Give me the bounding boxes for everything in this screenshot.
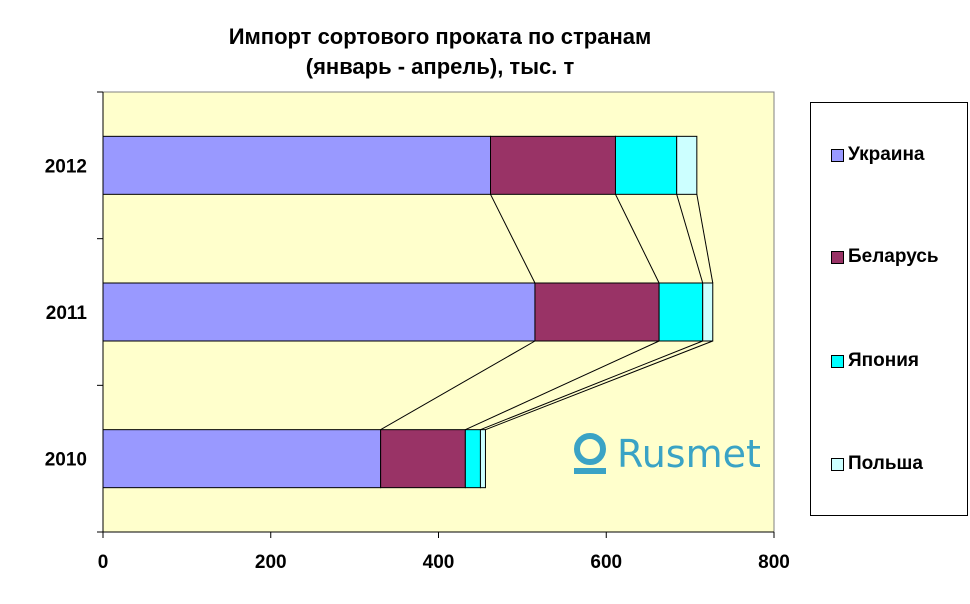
rusmet-logo-icon bbox=[571, 432, 609, 476]
legend-item: Польша bbox=[831, 453, 923, 475]
series-line bbox=[465, 340, 660, 431]
rusmet-watermark: Rusmet bbox=[571, 432, 761, 476]
bar-segment bbox=[490, 135, 616, 195]
bar-segment bbox=[102, 282, 536, 342]
x-tick-label: 600 bbox=[590, 552, 622, 573]
legend-label: Польша bbox=[848, 453, 923, 474]
y-tick-label: 2010 bbox=[45, 450, 87, 471]
bar-segment bbox=[702, 282, 714, 342]
legend-label: Япония bbox=[848, 350, 919, 371]
bar-segment bbox=[380, 429, 466, 489]
x-tick-label: 800 bbox=[758, 552, 790, 573]
series-line bbox=[490, 194, 536, 284]
legend-item: Беларусь bbox=[831, 246, 939, 268]
series-line bbox=[485, 340, 713, 431]
bar-segment bbox=[479, 429, 486, 489]
bar-segment bbox=[534, 282, 660, 342]
watermark-text: Rusmet bbox=[617, 432, 761, 476]
x-tick-label: 200 bbox=[255, 552, 287, 573]
legend-label: Беларусь bbox=[848, 246, 939, 267]
bar-segment bbox=[676, 135, 698, 195]
series-line bbox=[480, 340, 703, 431]
series-line bbox=[380, 340, 536, 431]
chart-title-line2: (январь - апрель), тыс. т bbox=[305, 54, 575, 79]
legend-swatch bbox=[831, 250, 844, 264]
x-tick-label: 0 bbox=[98, 552, 109, 573]
bar-segment bbox=[464, 429, 481, 489]
series-line bbox=[696, 194, 714, 284]
x-tick-label: 400 bbox=[423, 552, 455, 573]
bar-segment bbox=[614, 135, 678, 195]
chart-legend: Украина Беларусь Япония Польша bbox=[810, 102, 968, 516]
chart-title-line1: Импорт сортового проката по странам bbox=[228, 24, 652, 49]
y-tick-label: 2011 bbox=[46, 303, 88, 324]
series-line bbox=[615, 194, 660, 284]
legend-item: Украина bbox=[831, 144, 925, 166]
series-line bbox=[676, 194, 704, 284]
legend-swatch bbox=[831, 148, 844, 162]
legend-swatch bbox=[831, 354, 844, 368]
legend-swatch bbox=[831, 457, 844, 471]
bar-segment bbox=[102, 135, 492, 195]
bar-segment bbox=[102, 429, 382, 489]
y-tick-label: 2012 bbox=[45, 156, 87, 177]
chart-title: Импорт сортового проката по странам (янв… bbox=[100, 22, 780, 82]
legend-label: Украина bbox=[848, 144, 925, 165]
bar-segment bbox=[658, 282, 704, 342]
legend-item: Япония bbox=[831, 350, 919, 372]
